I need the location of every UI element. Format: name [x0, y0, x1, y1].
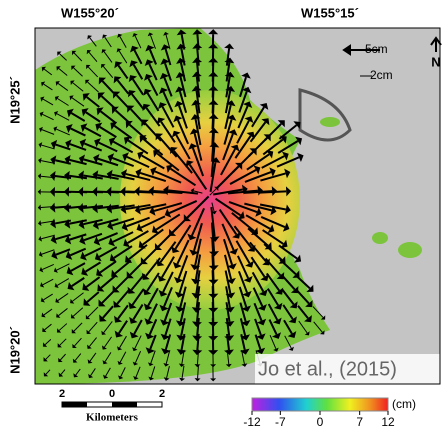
longitude-label: W155°20´ — [61, 5, 119, 20]
arrow-shaft — [260, 191, 286, 192]
colorbar-tick-label: -7 — [275, 415, 286, 428]
colorbar-tick-label: 0 — [317, 415, 324, 428]
colorbar-tick-label: 7 — [356, 415, 363, 428]
scale-label: 2 — [59, 388, 65, 400]
colorbar — [252, 398, 388, 411]
colorbar-unit: (cm) — [392, 397, 416, 411]
longitude-label: W155°15´ — [301, 5, 359, 20]
legend-5cm: 5cm — [365, 42, 388, 56]
latitude-label: N19°25´ — [7, 76, 22, 124]
scale-label: 2 — [159, 388, 165, 400]
north-label: N — [431, 54, 440, 69]
scale-bar — [62, 402, 162, 407]
legend-2cm: 2cm — [370, 68, 393, 82]
figure: 5cm 2cm Jo et al., (2015) W155°20´ W155°… — [0, 0, 444, 428]
arrow-shaft — [197, 334, 198, 350]
scale-label: 0 — [109, 388, 115, 400]
citation: Jo et al., (2015) — [258, 358, 397, 380]
map: 5cm 2cm Jo et al., (2015) — [35, 28, 440, 384]
latitude-label: N19°20´ — [7, 326, 22, 374]
scale-unit: Kilometers — [86, 412, 139, 424]
colorbar-tick-label: 12 — [381, 415, 395, 428]
colorbar-tick-label: -12 — [243, 415, 261, 428]
